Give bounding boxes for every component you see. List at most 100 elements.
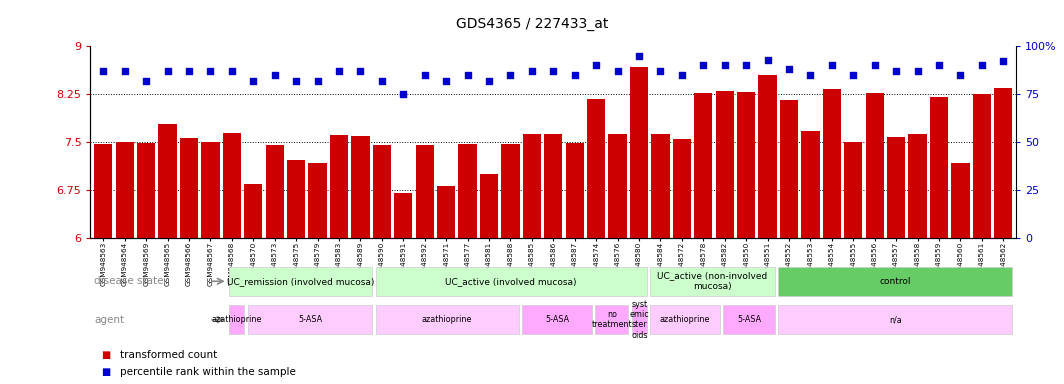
Point — [695, 62, 712, 68]
Point — [373, 78, 390, 84]
Text: azathioprine: azathioprine — [422, 315, 472, 324]
Bar — [266, 145, 284, 238]
Bar — [244, 184, 263, 238]
Bar — [609, 134, 627, 238]
Bar — [372, 145, 390, 238]
Bar — [522, 305, 592, 334]
Bar — [116, 142, 134, 238]
Bar — [844, 142, 863, 238]
Point — [759, 56, 776, 63]
Point — [416, 72, 433, 78]
Bar — [801, 131, 819, 238]
Bar — [716, 91, 734, 238]
Point — [202, 68, 219, 74]
Point — [137, 78, 154, 84]
Point — [866, 62, 883, 68]
Bar — [159, 124, 177, 238]
Bar — [416, 145, 434, 238]
Bar — [780, 100, 798, 238]
Point — [352, 68, 369, 74]
Bar — [351, 136, 369, 238]
Text: no
treatment: no treatment — [592, 310, 632, 329]
Point — [437, 78, 454, 84]
Point — [737, 62, 754, 68]
Point — [716, 62, 733, 68]
Bar — [724, 305, 775, 334]
Point — [502, 72, 519, 78]
Bar — [694, 93, 713, 238]
Bar — [930, 97, 948, 238]
Bar — [376, 305, 518, 334]
Text: disease state: disease state — [94, 276, 164, 286]
Point — [909, 68, 926, 74]
Point — [309, 78, 326, 84]
Text: UC_remission (involved mucosa): UC_remission (involved mucosa) — [227, 277, 375, 286]
Point — [887, 68, 904, 74]
Bar — [587, 99, 605, 238]
Bar — [822, 89, 841, 238]
Point — [631, 53, 648, 59]
Bar — [222, 133, 240, 238]
Bar — [630, 66, 648, 238]
Point — [459, 72, 476, 78]
Bar — [230, 266, 372, 296]
Point — [266, 72, 283, 78]
Bar — [522, 134, 541, 238]
Point — [481, 78, 498, 84]
Point — [545, 68, 562, 74]
Bar — [672, 139, 691, 238]
Point — [287, 78, 304, 84]
Bar — [248, 305, 372, 334]
Bar — [994, 88, 1012, 238]
Text: UC_active (non-involved
mucosa): UC_active (non-involved mucosa) — [658, 271, 767, 291]
Bar — [909, 134, 927, 238]
Text: azathioprine: azathioprine — [660, 315, 710, 324]
Point — [587, 62, 604, 68]
Point — [116, 68, 133, 74]
Bar — [759, 75, 777, 238]
Point — [245, 78, 262, 84]
Bar — [887, 137, 905, 238]
Bar — [137, 143, 155, 238]
Bar — [566, 143, 584, 238]
Point — [824, 62, 841, 68]
Point — [952, 72, 969, 78]
Text: 5-ASA: 5-ASA — [545, 315, 569, 324]
Bar — [596, 305, 628, 334]
Point — [995, 58, 1012, 65]
Text: 5-ASA: 5-ASA — [298, 315, 322, 324]
Bar — [287, 160, 305, 238]
Bar — [201, 142, 219, 238]
Bar — [230, 305, 244, 334]
Text: ■: ■ — [101, 350, 111, 360]
Text: syst
emic
ster
oids: syst emic ster oids — [630, 300, 649, 340]
Text: UC_active (involved mucosa): UC_active (involved mucosa) — [446, 277, 577, 286]
Point — [181, 68, 198, 74]
Point — [845, 72, 862, 78]
Point — [781, 66, 798, 72]
Point — [674, 72, 691, 78]
Text: percentile rank within the sample: percentile rank within the sample — [120, 367, 296, 377]
Point — [523, 68, 541, 74]
Bar — [501, 144, 519, 238]
Point — [566, 72, 583, 78]
Text: transformed count: transformed count — [120, 350, 217, 360]
Point — [652, 68, 669, 74]
Bar — [309, 162, 327, 238]
Text: agent: agent — [94, 314, 124, 325]
Point — [609, 68, 626, 74]
Bar — [778, 266, 1013, 296]
Text: n/a: n/a — [890, 315, 902, 324]
Bar — [951, 162, 969, 238]
Bar — [394, 193, 413, 238]
Bar — [480, 174, 498, 238]
Bar — [376, 266, 647, 296]
Point — [223, 68, 240, 74]
Point — [974, 62, 991, 68]
Bar — [459, 144, 477, 238]
Bar — [437, 185, 455, 238]
Text: GDS4365 / 227433_at: GDS4365 / 227433_at — [455, 17, 609, 31]
Point — [930, 62, 947, 68]
Bar — [778, 305, 1013, 334]
Text: ■: ■ — [101, 367, 111, 377]
